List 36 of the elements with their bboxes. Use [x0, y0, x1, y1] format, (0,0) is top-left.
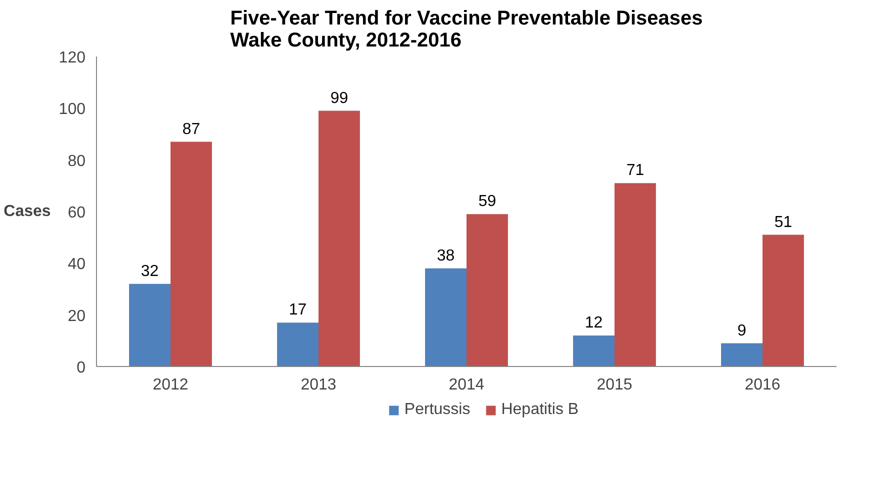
data-label: 12: [584, 314, 603, 332]
x-tick-label: 2016: [744, 376, 780, 394]
data-label: 38: [436, 247, 455, 264]
y-tick-label: 120: [58, 50, 86, 66]
legend-label: Hepatitis B: [501, 401, 579, 419]
data-label: 99: [330, 90, 348, 107]
bar: [762, 234, 804, 366]
x-tick-label: 2013: [300, 376, 336, 394]
bar: [573, 336, 614, 366]
bar: [318, 110, 360, 366]
y-axis-title: Cases: [4, 203, 51, 220]
chart-title: Five-Year Trend for Vaccine Preventable Diseases Wake County, 2012-2016: [230, 8, 703, 52]
data-label: 17: [288, 302, 307, 319]
y-tick-label: 60: [68, 204, 86, 222]
y-tick-label: 0: [76, 360, 86, 376]
data-label: 71: [626, 162, 644, 180]
y-tick-label: 80: [68, 152, 86, 170]
y-tick-label: 20: [68, 308, 86, 325]
legend-label: Pertussis: [404, 401, 470, 419]
y-tick-label: 40: [68, 256, 86, 274]
x-tick-label: 2015: [596, 376, 632, 394]
data-label: 87: [182, 120, 200, 138]
bar: [425, 268, 466, 366]
x-tick-label: 2014: [448, 376, 484, 394]
bar: [170, 142, 212, 366]
data-label: 9: [737, 322, 746, 340]
data-label: 59: [478, 193, 496, 210]
y-tick-label: 100: [58, 101, 86, 118]
data-label: 51: [774, 214, 792, 231]
bar: [614, 183, 656, 366]
bar: [129, 284, 170, 366]
data-label: 32: [140, 262, 159, 280]
bar: [277, 322, 318, 366]
x-tick-label: 2012: [152, 376, 188, 394]
bar: [466, 214, 508, 366]
bar: [721, 343, 762, 366]
